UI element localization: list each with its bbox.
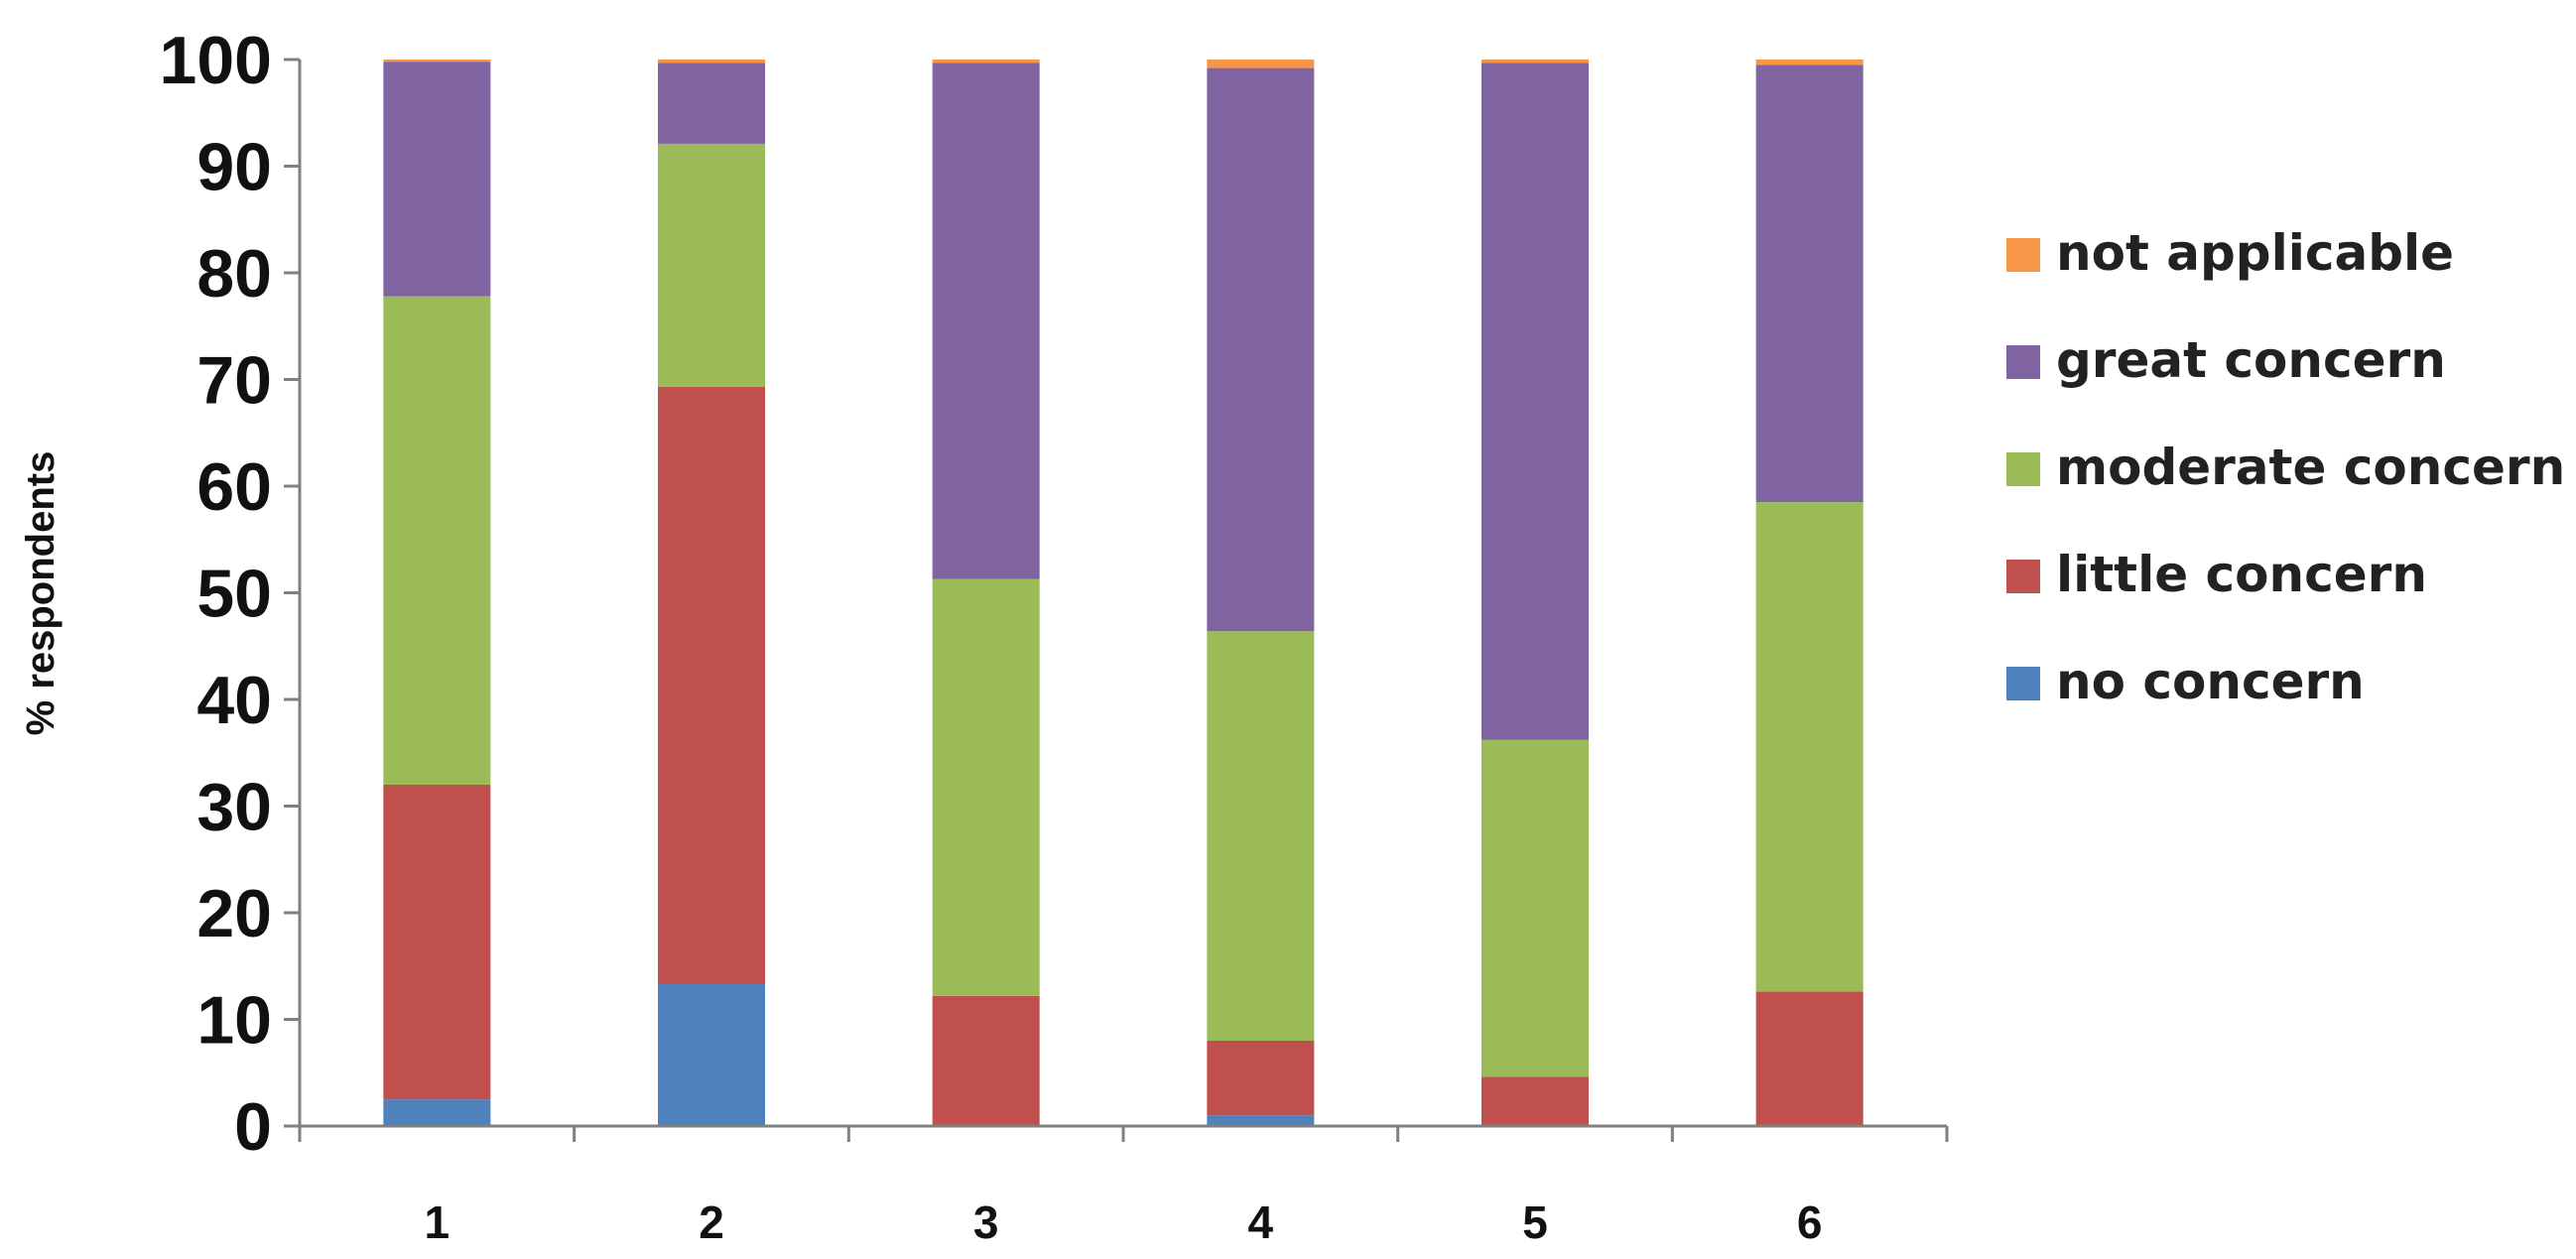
bar-segment-not-applicable: [1481, 60, 1589, 63]
x-tick-label: 5: [1522, 1196, 1548, 1248]
bar-segment-no-concern: [383, 1099, 491, 1126]
bar-segment-not-applicable: [383, 60, 491, 63]
bar-segment-little-concern: [383, 785, 491, 1100]
bar-segment-no-concern: [658, 984, 765, 1126]
y-tick-label: 100: [160, 23, 272, 98]
legend-swatch: [2006, 667, 2040, 700]
bars-layer: [383, 60, 1864, 1126]
bar-segment-great-concern: [1481, 63, 1589, 740]
bar-segment-little-concern: [932, 995, 1040, 1126]
x-tick-label: 4: [1248, 1196, 1274, 1248]
bar-segment-moderate-concern: [1755, 502, 1864, 992]
legend-swatch: [2006, 560, 2040, 593]
y-axis-title: % respondents: [19, 451, 63, 736]
legend-swatch: [2006, 238, 2040, 272]
legend-swatch: [2006, 452, 2040, 486]
bar-segment-little-concern: [1481, 1076, 1589, 1126]
bar-segment-moderate-concern: [1481, 739, 1589, 1077]
bar-segment-great-concern: [383, 62, 491, 297]
y-tick-label: 80: [196, 236, 272, 312]
bar-segment-great-concern: [658, 63, 765, 144]
x-tick-label: 6: [1797, 1196, 1823, 1248]
y-tick-label: 0: [234, 1089, 272, 1165]
y-ticks: 0 10 20 30 40 50 60 70 80 90 100: [160, 23, 300, 1165]
legend-label: moderate concern: [2056, 439, 2565, 496]
bar-segment-little-concern: [1755, 991, 1864, 1126]
axes-layer: [284, 60, 1947, 1128]
bar-segment-moderate-concern: [932, 578, 1040, 996]
bar-segment-no-concern: [1207, 1115, 1315, 1126]
bar-segment-not-applicable: [1207, 60, 1315, 68]
bar-segment-moderate-concern: [383, 296, 491, 785]
bar-segment-not-applicable: [932, 60, 1040, 63]
x-tick-label: 2: [699, 1196, 724, 1248]
legend: not applicable great concern moderate conc…: [2006, 224, 2565, 710]
y-tick-label: 40: [196, 663, 272, 738]
x-tick-label: 3: [973, 1196, 999, 1248]
legend-label: no concern: [2056, 653, 2365, 710]
bar-segment-moderate-concern: [1207, 631, 1315, 1041]
legend-label: not applicable: [2056, 224, 2454, 282]
bar-segment-little-concern: [658, 387, 765, 985]
bar-segment-great-concern: [1755, 64, 1864, 503]
y-tick-label: 30: [196, 770, 272, 845]
legend-swatch: [2006, 345, 2040, 379]
bar-segment-great-concern: [932, 63, 1040, 579]
x-tick-label: 1: [425, 1196, 451, 1248]
x-ticks: 1 2 3 4 5 6: [298, 1126, 1949, 1248]
y-tick-label: 20: [196, 876, 272, 951]
bar-segment-not-applicable: [658, 60, 765, 63]
y-tick-label: 50: [196, 557, 272, 632]
bar-segment-little-concern: [1207, 1041, 1315, 1116]
bar-segment-great-concern: [1207, 67, 1315, 632]
bar-segment-not-applicable: [1755, 60, 1864, 65]
y-tick-label: 70: [196, 343, 272, 419]
bar-segment-moderate-concern: [658, 143, 765, 388]
y-tick-label: 90: [196, 130, 272, 205]
legend-label: little concern: [2056, 546, 2427, 603]
legend-label: great concern: [2056, 331, 2446, 389]
y-tick-label: 10: [196, 983, 272, 1059]
y-tick-label: 60: [196, 449, 272, 525]
